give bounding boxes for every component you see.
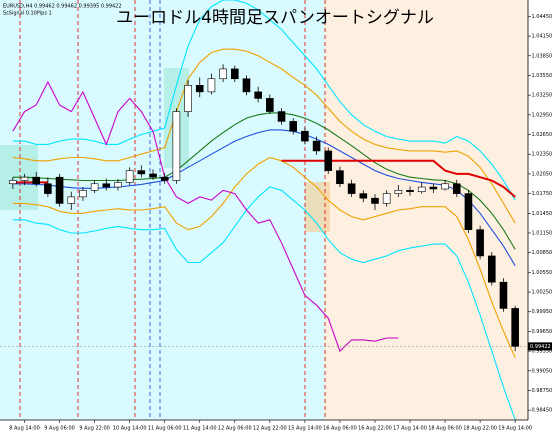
candle-body xyxy=(9,180,17,185)
y-tick-label: 0.98750 xyxy=(532,388,552,394)
candle-body xyxy=(230,68,239,80)
candle-body xyxy=(184,85,192,112)
candle-body xyxy=(114,182,122,188)
indicator-line xyxy=(12,112,516,250)
candle-body xyxy=(219,68,227,80)
candle-body xyxy=(207,78,216,93)
candle-body xyxy=(90,183,99,191)
candle-body xyxy=(301,130,309,142)
y-tick-label: 1.04150 xyxy=(532,34,552,40)
y-tick-label: 1.02350 xyxy=(532,152,552,158)
x-tick-label: 15 Aug 14:00 xyxy=(288,426,322,432)
candle-body xyxy=(487,255,496,283)
y-tick-label: 1.00250 xyxy=(532,290,552,296)
candle-body xyxy=(417,186,426,192)
candle-body xyxy=(371,197,379,204)
candle-body xyxy=(452,183,461,194)
x-tick-label: 8 Aug 14:00 xyxy=(9,426,40,432)
x-tick-label: 9 Aug 22:00 xyxy=(79,426,110,432)
x-tick-label: 12 Aug 22:00 xyxy=(253,426,287,432)
y-tick-label: 0.99350 xyxy=(532,349,552,355)
candle-body xyxy=(429,186,438,190)
y-tick-label: 1.02950 xyxy=(532,112,552,118)
candle-body xyxy=(67,196,76,204)
candle-body xyxy=(195,85,204,93)
current-price-box xyxy=(528,342,552,351)
candle-body xyxy=(32,176,41,185)
candle-body xyxy=(441,183,449,190)
candle-body xyxy=(149,173,157,178)
y-tick-label: 1.01150 xyxy=(532,230,552,236)
chart-title: ユーロドル4時間足スパンオートシグナル xyxy=(116,8,434,28)
x-tick-label: 16 Aug 22:00 xyxy=(358,426,392,432)
indicator-line xyxy=(12,0,516,201)
candle-body xyxy=(382,193,391,204)
x-tick-label: 10 Aug 14:00 xyxy=(113,426,147,432)
y-tick-label: 0.98450 xyxy=(532,408,552,414)
candle-body xyxy=(266,98,274,112)
indicator-line xyxy=(12,156,516,358)
y-tick-label: 1.00550 xyxy=(532,270,552,276)
price-axis-bg xyxy=(528,0,552,436)
candle-body xyxy=(254,91,262,99)
plot xyxy=(9,0,519,421)
zone-right xyxy=(325,0,528,420)
x-tick-label: 11 Aug 14:00 xyxy=(183,426,217,432)
x-tick-label: 17 Aug 14:00 xyxy=(393,426,427,432)
candle-body xyxy=(324,150,333,171)
x-tick-label: 18 Aug 06:00 xyxy=(428,426,462,432)
candle-body xyxy=(289,121,298,132)
candle-body xyxy=(359,193,368,199)
indicator-line xyxy=(12,48,516,224)
indicator-line xyxy=(12,159,516,198)
y-tick-label: 1.03250 xyxy=(532,93,552,99)
candle-body xyxy=(511,308,519,347)
candle-body xyxy=(172,111,181,181)
x-tick-label: 11 Aug 06:00 xyxy=(148,426,182,432)
symbol-info: EURUSD,H4 0.99462 0.99462 0.99395 0.9942… xyxy=(3,4,122,10)
indicator-line xyxy=(12,186,516,421)
candle-body xyxy=(20,176,29,181)
candle-body xyxy=(347,183,356,194)
candle-body xyxy=(44,183,52,194)
indicator-line xyxy=(12,80,399,353)
x-tick-label: 12 Aug 06:00 xyxy=(218,426,252,432)
candle-body xyxy=(336,170,344,185)
y-tick-label: 1.03550 xyxy=(532,73,552,79)
candle-body xyxy=(277,111,286,122)
indicator-info: SsSignal 0.10Pips 1 xyxy=(3,11,52,17)
x-tick-label: 9 Aug 06:00 xyxy=(44,426,75,432)
y-tick-label: 1.01450 xyxy=(532,211,552,217)
x-tick-label: 18 Aug 22:00 xyxy=(463,426,497,432)
current-price-label: 0.99422 xyxy=(530,344,551,350)
candle-body xyxy=(125,170,134,183)
y-tick-label: 0.99950 xyxy=(532,309,552,315)
candle-body xyxy=(464,193,473,230)
candle-body xyxy=(312,140,321,152)
x-tick-label: 19 Aug 14:00 xyxy=(498,426,532,432)
candle-body xyxy=(242,78,251,93)
x-tick-label: 16 Aug 06:00 xyxy=(323,426,357,432)
y-tick-label: 1.00850 xyxy=(532,250,552,256)
y-tick-label: 1.02050 xyxy=(532,171,552,177)
candle-body xyxy=(406,190,414,192)
y-tick-label: 0.99650 xyxy=(532,329,552,335)
y-tick-label: 1.01750 xyxy=(532,191,552,197)
candle-body xyxy=(476,229,484,257)
candle-body xyxy=(79,190,87,198)
zone-left xyxy=(0,0,325,420)
y-tick-label: 0.99050 xyxy=(532,368,552,374)
candle-body xyxy=(137,170,146,175)
y-tick-label: 1.04450 xyxy=(532,14,552,20)
y-tick-label: 1.03850 xyxy=(532,53,552,59)
candle-body xyxy=(55,176,64,204)
candle-body xyxy=(102,183,111,188)
candle-body xyxy=(394,190,403,194)
candle-body xyxy=(499,281,508,309)
candle-body xyxy=(160,176,169,181)
y-tick-label: 1.02650 xyxy=(532,132,552,138)
